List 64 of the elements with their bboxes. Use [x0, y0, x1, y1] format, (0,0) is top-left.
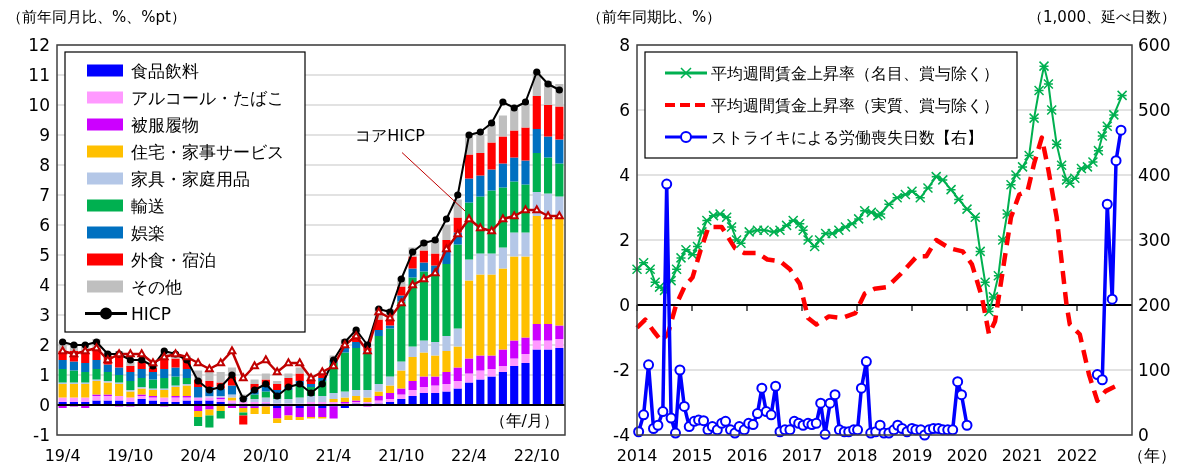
x-tick-label: 21/10	[378, 446, 425, 465]
x-tick-label: 20/10	[242, 446, 289, 465]
legend-label: 外食・宿泊	[131, 249, 216, 270]
y-tick-label: 6	[619, 100, 630, 120]
y-tick-label: 6	[39, 215, 50, 235]
x-tick-label: 2020	[946, 446, 988, 465]
legend-label: 輸送	[131, 195, 165, 216]
x-tick-label: 2015	[671, 446, 713, 465]
legend-label: アルコール・たばこ	[131, 87, 284, 108]
legend-label: 食品飲料	[131, 60, 199, 81]
y2-tick-label: 600	[1138, 35, 1171, 55]
y-tick-label: 12	[28, 35, 50, 55]
x-tick-label: 19/4	[44, 446, 81, 465]
x-axis-title: （年）	[1128, 446, 1176, 465]
x-tick-label: 19/10	[107, 446, 154, 465]
y-tick-label: 7	[39, 185, 50, 205]
y2-tick-label: 100	[1138, 360, 1171, 380]
legend-label: 娯楽	[131, 222, 165, 243]
y-tick-label: 2	[39, 335, 50, 355]
y-tick-label: 0	[39, 395, 50, 415]
legend-label: 住宅・家事サービス	[130, 141, 284, 162]
x-tick-label: 22/10	[513, 446, 560, 465]
x-tick-label: 22/4	[451, 446, 488, 465]
x-tick-label: 21/4	[315, 446, 352, 465]
legend-label: 被服履物	[131, 114, 199, 135]
y-tick-label: 11	[28, 65, 50, 85]
legend-label: 平均週間賃金上昇率（実質、賞与除く）	[711, 96, 999, 115]
y-tick-label: 0	[619, 295, 630, 315]
x-tick-label: 2019	[891, 446, 933, 465]
x-tick-label: 2022	[1056, 446, 1098, 465]
y2-tick-label: 500	[1138, 100, 1171, 120]
y2-tick-label: 300	[1138, 230, 1171, 250]
legend-label: 家具・家庭用品	[131, 168, 250, 189]
x-axis-title: （年/月）	[489, 411, 559, 430]
x-tick-label: 2017	[781, 446, 823, 465]
x-tick-label: 2021	[1001, 446, 1043, 465]
y-tick-label: 4	[39, 275, 50, 295]
legend-label: ストライキによる労働喪失日数【右】	[711, 128, 983, 147]
x-tick-label: 2018	[836, 446, 878, 465]
y-tick-label: 8	[619, 35, 630, 55]
y-tick-label: 1	[39, 365, 50, 385]
y-tick-label: -1	[33, 425, 50, 445]
y-tick-label: 5	[39, 245, 50, 265]
x-tick-label: 2014	[616, 446, 658, 465]
y-tick-label: 10	[28, 95, 50, 115]
y2-tick-label: 0	[1138, 425, 1149, 445]
y-tick-label: -4	[613, 425, 630, 445]
y2-tick-label: 200	[1138, 295, 1171, 315]
text: コアHICP	[355, 125, 426, 145]
y2-tick-label: 400	[1138, 165, 1171, 185]
y2-axis-title: （1,000、延べ日数）	[1028, 8, 1176, 26]
y-tick-label: 4	[619, 165, 630, 185]
x-tick-label: 20/4	[180, 446, 217, 465]
y-tick-label: 9	[39, 125, 50, 145]
legend-label: HICP	[131, 303, 171, 324]
x-tick-label: 2016	[726, 446, 768, 465]
y-axis-title: （前年同月比、%、%pt）	[7, 8, 186, 26]
legend-label: 平均週間賃金上昇率（名目、賞与除く）	[711, 64, 999, 83]
y-axis-title: （前年同期比、%）	[587, 8, 722, 26]
y-tick-label: 8	[39, 155, 50, 175]
legend-label: その他	[131, 276, 182, 297]
y-tick-label: -2	[613, 360, 630, 380]
y-tick-label: 3	[39, 305, 50, 325]
y-tick-label: 2	[619, 230, 630, 250]
